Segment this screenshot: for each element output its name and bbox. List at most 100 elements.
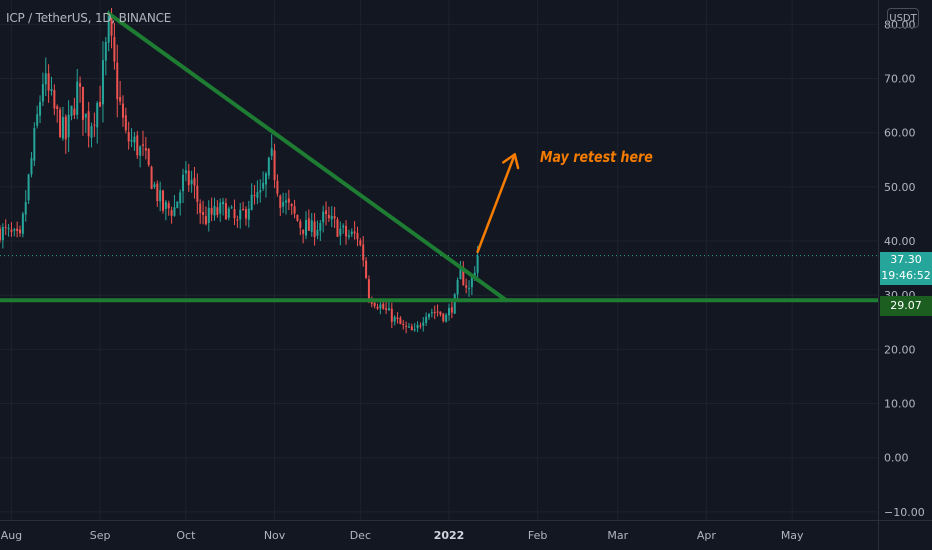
candle-body: [87, 111, 90, 137]
x-tick-label: 2022: [434, 529, 465, 542]
candle-body: [139, 146, 142, 156]
candle-body: [61, 117, 64, 139]
candle-body: [127, 132, 130, 142]
candle-body: [433, 312, 436, 314]
candle-body: [282, 202, 285, 207]
annotation-text[interactable]: May retest here: [540, 148, 653, 166]
candle-body: [199, 203, 202, 213]
candle-body: [296, 215, 299, 221]
candle-body: [84, 113, 87, 118]
candle-body: [30, 158, 33, 175]
candle-body: [247, 208, 250, 220]
candle-body: [333, 216, 336, 219]
candle-body: [33, 128, 36, 161]
candle-body: [382, 303, 385, 309]
candle-body: [10, 229, 13, 232]
candle-body: [410, 326, 413, 331]
candle-body: [207, 207, 210, 224]
candle-body: [405, 325, 408, 328]
candle-body: [219, 202, 222, 214]
candle-body: [236, 219, 239, 221]
candle-body: [239, 209, 242, 220]
candle-body: [187, 170, 190, 186]
candle-body: [99, 101, 102, 107]
candle-body: [293, 206, 296, 214]
candle-body: [325, 210, 328, 215]
candle-body: [222, 201, 225, 205]
candle-body: [362, 244, 365, 261]
descending-trendline: [106, 11, 509, 303]
x-tick-label: Mar: [607, 529, 628, 542]
candle-body: [253, 195, 256, 197]
candle-body: [59, 109, 62, 137]
y-tick-label: 80.00: [884, 18, 916, 31]
candle-body: [379, 304, 382, 309]
candle-body: [305, 220, 308, 236]
candle-body: [399, 318, 402, 325]
candle-body: [396, 317, 399, 319]
x-tick-label: Oct: [176, 529, 196, 542]
candle-body: [81, 86, 84, 121]
candle-body: [67, 114, 70, 138]
candle-body: [376, 306, 379, 309]
x-tick-label: Aug: [1, 529, 22, 542]
candle-body: [430, 312, 433, 314]
candle-body: [287, 198, 290, 203]
candle-body: [164, 201, 167, 209]
grid-layer: [0, 0, 878, 520]
candle-body: [413, 329, 416, 331]
candle-body: [390, 308, 393, 322]
candle-body: [21, 213, 24, 234]
candle-body: [448, 308, 451, 316]
arrow-head: [502, 153, 520, 170]
candle-body: [116, 62, 119, 100]
candle-body: [416, 324, 419, 329]
candle-body: [259, 190, 262, 193]
candle-body: [184, 170, 187, 174]
y-tick-label: −10.00: [884, 506, 925, 519]
candle-body: [101, 60, 104, 105]
candle-body: [347, 235, 350, 237]
candle-body: [79, 83, 82, 87]
candle-body: [356, 233, 359, 240]
candle-body: [44, 73, 47, 85]
candle-body: [262, 182, 265, 189]
candle-body: [367, 279, 370, 301]
candle-body: [190, 179, 193, 185]
currency-button[interactable]: USDT: [887, 8, 919, 28]
candle-body: [242, 208, 245, 210]
candle-body: [230, 207, 233, 209]
candle-body: [193, 178, 196, 186]
candle-body: [299, 221, 302, 228]
candle-body: [290, 203, 293, 207]
candle-body: [284, 200, 287, 203]
candle-body: [93, 124, 96, 126]
candle-body: [468, 287, 471, 289]
candle-body: [144, 148, 147, 151]
current-price-value: 37.30: [890, 253, 922, 266]
x-tick-label: Nov: [264, 529, 286, 542]
candle-body: [4, 226, 7, 228]
candle-body: [39, 101, 42, 116]
candle-body: [407, 326, 410, 328]
candle-body: [162, 190, 165, 211]
candle-body: [439, 311, 442, 315]
candle-body: [130, 140, 133, 142]
candle-countdown: 19:46:52: [881, 269, 931, 282]
candle-body: [182, 174, 185, 192]
y-tick-label: 50.00: [884, 181, 916, 194]
arrow-shaft: [476, 153, 517, 254]
candle-body: [224, 203, 227, 220]
candle-body: [19, 229, 22, 234]
candle-body: [250, 194, 253, 210]
current-price-tag: 37.30 19:46:52: [880, 252, 932, 285]
candle-body: [119, 96, 122, 102]
candle-body: [273, 150, 276, 181]
candle-body: [373, 302, 376, 307]
candle-body: [16, 228, 19, 232]
candle-body: [319, 222, 322, 231]
candle-body: [76, 81, 79, 115]
